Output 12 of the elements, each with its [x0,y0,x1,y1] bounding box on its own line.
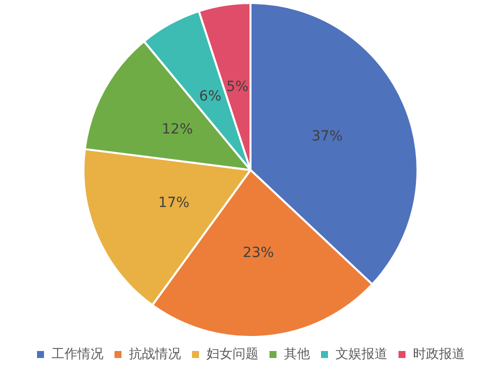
legend-label: 文娱报道 [336,346,388,362]
legend-label: 妇女问题 [206,346,258,362]
data-label: 6% [199,88,222,104]
data-label: 23% [242,244,274,261]
legend-label: 其他 [284,346,310,362]
data-label: 12% [162,121,193,138]
legend-label: 时政报道 [413,346,465,362]
data-label: 5% [226,79,249,96]
legend-label: 工作情况 [52,346,104,362]
legend-label: 抗战情况 [129,346,181,362]
data-label: 37% [312,128,343,144]
data-label: 17% [158,194,190,211]
